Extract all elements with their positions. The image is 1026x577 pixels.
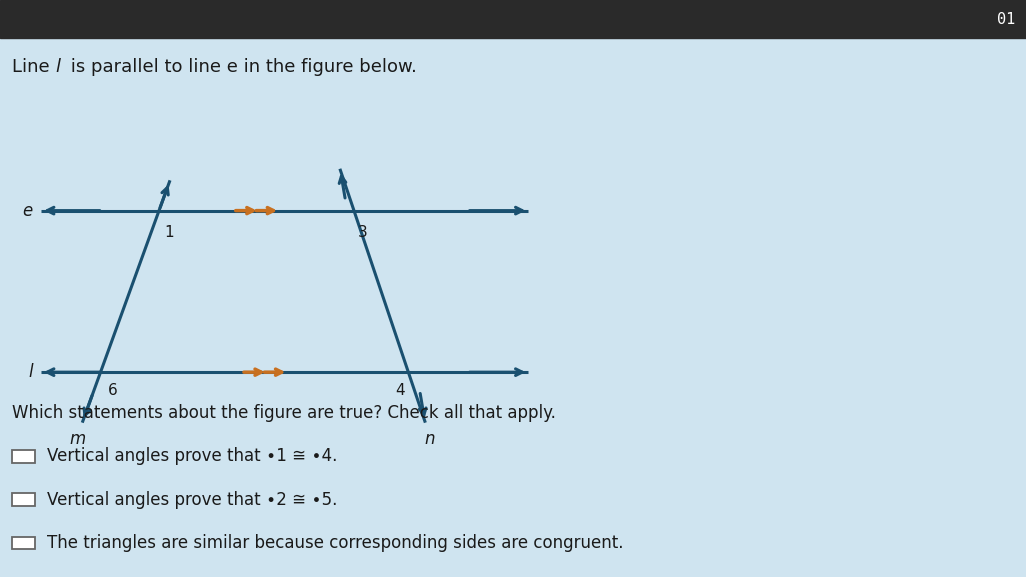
Text: Vertical angles prove that ∙2 ≅ ∙5.: Vertical angles prove that ∙2 ≅ ∙5. [47, 490, 338, 509]
Text: The triangles are similar because corresponding sides are congruent.: The triangles are similar because corres… [47, 534, 624, 552]
Text: 6: 6 [108, 383, 118, 398]
Text: is parallel to line e in the figure below.: is parallel to line e in the figure belo… [65, 58, 417, 76]
Text: Line: Line [12, 58, 55, 76]
FancyBboxPatch shape [12, 537, 35, 549]
Text: 4: 4 [396, 383, 405, 398]
FancyBboxPatch shape [12, 493, 35, 506]
Text: e: e [23, 201, 33, 220]
Text: Which statements about the figure are true? Check all that apply.: Which statements about the figure are tr… [12, 404, 556, 422]
Text: 1: 1 [164, 225, 173, 240]
Text: 01: 01 [997, 12, 1016, 27]
Text: m: m [70, 430, 86, 448]
Text: 3: 3 [358, 225, 368, 240]
FancyBboxPatch shape [12, 450, 35, 463]
Bar [0, 0, 1026, 38]
Text: l: l [28, 363, 33, 381]
Text: Vertical angles prove that ∙1 ≅ ∙4.: Vertical angles prove that ∙1 ≅ ∙4. [47, 447, 338, 466]
Text: l: l [55, 58, 61, 76]
Text: n: n [425, 430, 435, 448]
